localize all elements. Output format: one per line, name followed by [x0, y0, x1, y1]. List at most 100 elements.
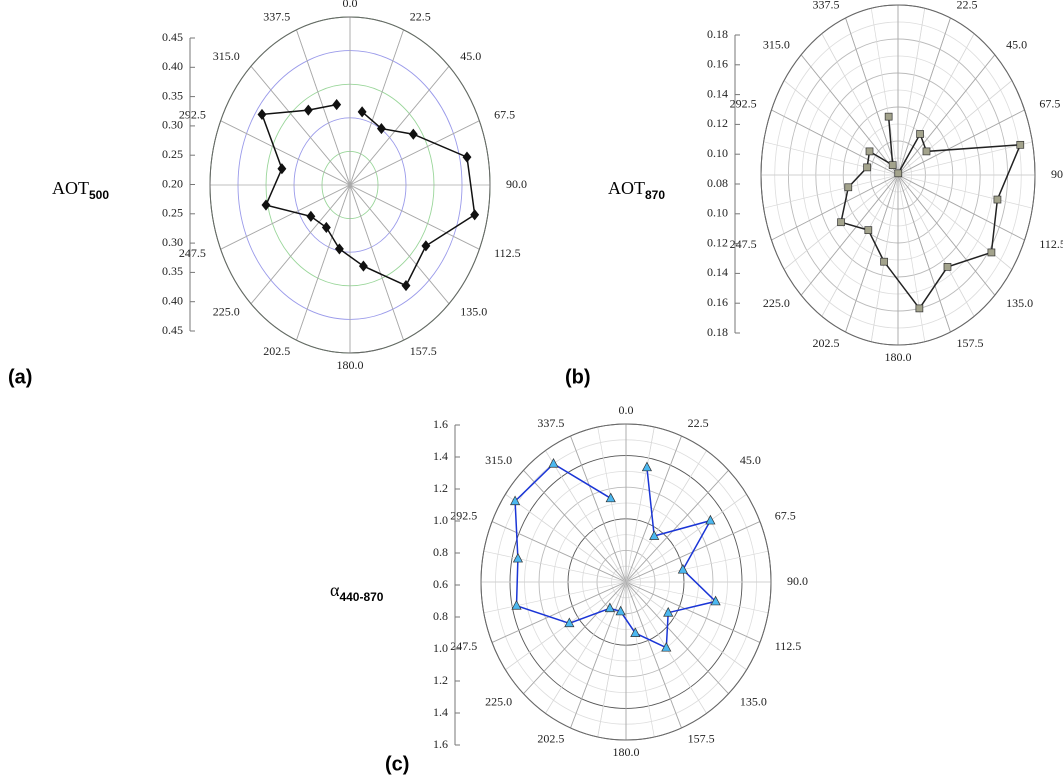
angle-tick-label: 135.0 — [740, 695, 767, 709]
radial-tick-label: 1.4 — [433, 449, 448, 463]
marker — [306, 210, 316, 222]
marker — [863, 163, 871, 172]
radial-tick-label: 0.18 — [707, 325, 728, 339]
angle-tick-label: 315.0 — [213, 49, 240, 63]
radial-tick-label: 1.4 — [433, 705, 448, 719]
marker — [916, 130, 924, 138]
marker — [510, 495, 521, 506]
marker — [649, 530, 660, 540]
marker — [511, 599, 522, 610]
marker — [630, 627, 641, 637]
radial-tick-label: 0.8 — [433, 609, 448, 623]
marker — [332, 99, 342, 111]
y-axis-label: α440-870 — [330, 580, 384, 604]
angle-tick-label: 90.0 — [506, 177, 527, 191]
radial-tick-label: 0.35 — [162, 88, 183, 102]
radial-tick-label: 1.0 — [433, 641, 448, 655]
marker — [894, 169, 903, 178]
radial-tick-label: 0.14 — [707, 86, 728, 100]
radial-tick-label: 1.6 — [433, 417, 448, 431]
angle-tick-label: 157.5 — [410, 344, 437, 358]
angle-tick-label: 0.0 — [619, 403, 634, 417]
angle-tick-label: 112.5 — [494, 246, 521, 260]
radial-tick-label: 0.25 — [162, 147, 183, 161]
marker — [277, 163, 287, 175]
y-axis-label: AOT500 — [52, 178, 109, 202]
angle-tick-label: 22.5 — [410, 10, 431, 24]
angle-tick-label: 202.5 — [812, 336, 839, 350]
data-line — [260, 103, 476, 287]
marker — [677, 563, 688, 574]
y-axis-label: AOT870 — [608, 178, 665, 202]
angle-tick-label: 22.5 — [957, 0, 978, 12]
y-axis-label-main: AOT — [52, 178, 89, 198]
marker — [261, 199, 271, 211]
plot-border — [480, 423, 772, 741]
marker — [987, 248, 996, 257]
marker — [661, 641, 672, 652]
plot-border — [760, 4, 1036, 346]
radial-tick-label: 0.14 — [707, 265, 728, 279]
radial-tick-label: 0.08 — [707, 176, 728, 190]
marker — [421, 240, 431, 252]
marker — [358, 260, 368, 272]
angle-tick-label: 90.0 — [1051, 167, 1063, 181]
radial-tick-label: 0.16 — [707, 295, 728, 309]
angle-tick-label: 180.0 — [337, 358, 364, 372]
angle-tick-label: 247.5 — [450, 639, 477, 653]
marker — [615, 605, 626, 616]
radial-tick-label: 0.18 — [707, 27, 728, 41]
marker — [663, 606, 674, 617]
angle-tick-label: 180.0 — [885, 350, 912, 364]
marker — [864, 226, 873, 234]
angle-tick-label: 337.5 — [537, 416, 564, 430]
angle-tick-label: 135.0 — [1006, 296, 1033, 310]
angle-tick-label: 247.5 — [179, 246, 206, 260]
angle-tick-label: 315.0 — [763, 37, 790, 51]
angle-tick-label: 202.5 — [537, 732, 564, 746]
angle-tick-label: 112.5 — [775, 639, 802, 653]
marker — [884, 112, 893, 121]
marker — [865, 147, 874, 156]
angle-tick-label: 112.5 — [1039, 237, 1063, 251]
radial-tick-label: 0.16 — [707, 57, 728, 71]
marker — [710, 595, 721, 606]
angle-tick-label: 292.5 — [450, 508, 477, 522]
radial-tick-label: 1.2 — [433, 481, 448, 495]
angle-tick-label: 157.5 — [688, 732, 715, 746]
marker — [257, 108, 267, 120]
angle-tick-label: 225.0 — [485, 695, 512, 709]
radial-tick-label: 1.2 — [433, 673, 448, 687]
angle-tick-label: 157.5 — [957, 336, 984, 350]
marker — [705, 514, 716, 525]
y-axis-label-sub: 500 — [89, 188, 109, 202]
marker — [888, 161, 897, 169]
marker — [321, 221, 331, 234]
marker — [844, 183, 853, 192]
marker — [943, 263, 952, 271]
y-axis-label-sub: 440-870 — [339, 590, 383, 604]
radial-tick-label: 0.30 — [162, 235, 183, 249]
radial-tick-label: 0.12 — [707, 235, 728, 249]
angle-tick-label: 45.0 — [460, 49, 481, 63]
marker — [357, 106, 367, 118]
angle-tick-label: 90.0 — [787, 574, 808, 588]
angle-tick-label: 67.5 — [494, 107, 515, 121]
marker — [604, 602, 615, 613]
marker — [837, 218, 845, 227]
y-axis-label-main: α — [330, 580, 340, 600]
marker — [641, 461, 653, 472]
panel-label: (a) — [8, 366, 32, 388]
marker — [880, 257, 888, 266]
angle-tick-label: 225.0 — [763, 296, 790, 310]
y-axis-label-sub: 870 — [645, 188, 665, 202]
marker — [915, 304, 924, 313]
marker — [548, 458, 559, 468]
angle-tick-label: 292.5 — [179, 107, 206, 121]
marker — [993, 195, 1002, 204]
radial-tick-label: 0.12 — [707, 116, 728, 130]
radial-tick-label: 0.10 — [707, 206, 728, 220]
marker — [564, 617, 575, 628]
marker — [1016, 140, 1025, 149]
